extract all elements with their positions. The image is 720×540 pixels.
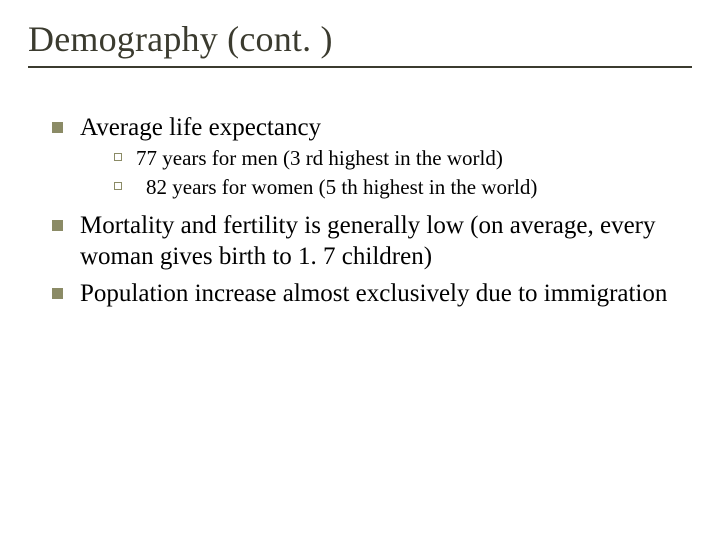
list-item-text: Mortality and fertility is generally low…	[80, 212, 656, 270]
square-bullet-icon	[52, 220, 63, 231]
sub-list-item-text: 77 years for men (3 rd highest in the wo…	[136, 146, 503, 170]
sub-list-item: 82 years for women (5 th highest in the …	[114, 174, 692, 200]
list-item: Population increase almost exclusively d…	[52, 278, 692, 309]
slide-body: Average life expectancy 77 years for men…	[28, 112, 692, 310]
list-item-text: Population increase almost exclusively d…	[80, 280, 667, 307]
sub-list-item: 77 years for men (3 rd highest in the wo…	[114, 145, 692, 171]
square-bullet-icon	[52, 288, 63, 299]
hollow-square-bullet-icon	[114, 153, 122, 161]
slide: Demography (cont. ) Average life expecta…	[0, 0, 720, 540]
slide-title: Demography (cont. )	[28, 18, 692, 60]
list-item: Mortality and fertility is generally low…	[52, 210, 692, 273]
list-item-text: Average life expectancy	[80, 114, 321, 141]
hollow-square-bullet-icon	[114, 182, 122, 190]
square-bullet-icon	[52, 122, 63, 133]
sub-bullet-list: 77 years for men (3 rd highest in the wo…	[80, 145, 692, 200]
sub-list-item-text: 82 years for women (5 th highest in the …	[136, 174, 537, 200]
list-item: Average life expectancy 77 years for men…	[52, 112, 692, 200]
title-underline	[28, 66, 692, 68]
bullet-list: Average life expectancy 77 years for men…	[28, 112, 692, 310]
